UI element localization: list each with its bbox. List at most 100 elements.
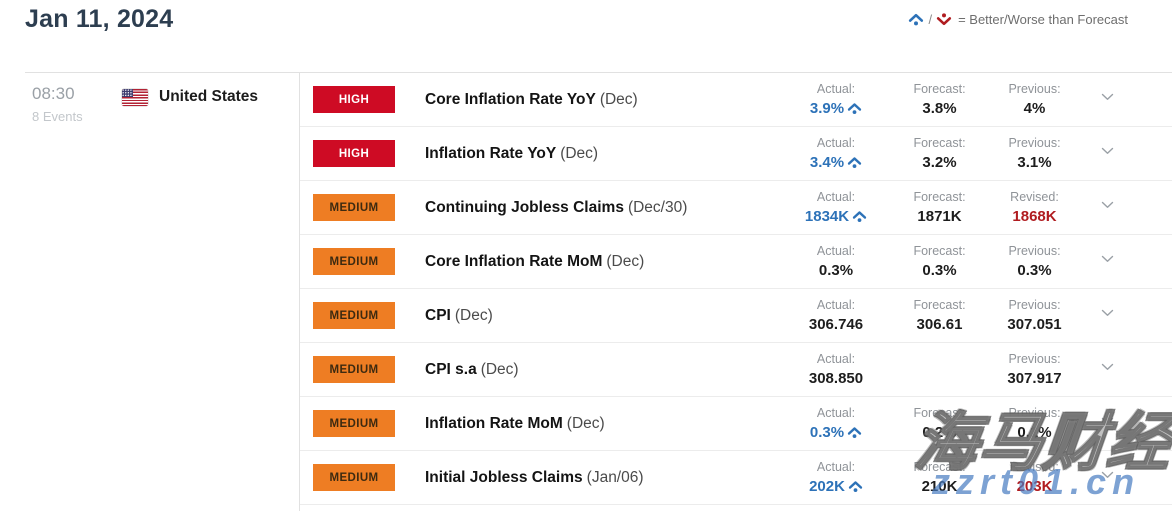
- event-row[interactable]: MEDIUM Initial Jobless Claims (Jan/06) Ac…: [300, 451, 1172, 505]
- actual-label: Actual:: [816, 190, 856, 205]
- legend-label: = Better/Worse than Forecast: [958, 12, 1128, 27]
- event-row[interactable]: MEDIUM CPI s.a (Dec) Actual: 308.850 Previo…: [300, 343, 1172, 397]
- expand-chevron-icon[interactable]: [1082, 309, 1132, 317]
- event-row[interactable]: MEDIUM Inflation Rate MoM (Dec) Actual: 0.…: [300, 397, 1172, 451]
- forecast-cell: [892, 367, 987, 372]
- event-title: Core Inflation Rate YoY: [425, 90, 596, 108]
- better-than-forecast-icon: [851, 210, 867, 223]
- actual-value: 308.850: [808, 369, 864, 387]
- expand-chevron-icon[interactable]: [1082, 255, 1132, 263]
- actual-cell: Actual: 0.3%: [780, 407, 892, 440]
- event-name: CPI (Dec): [425, 307, 780, 325]
- previous-label: Previous:: [1008, 406, 1061, 421]
- better-than-forecast-icon: [846, 102, 862, 115]
- event-row[interactable]: MEDIUM Continuing Jobless Claims (Dec/30)…: [300, 181, 1172, 235]
- actual-value: 3.9%: [810, 101, 862, 116]
- event-row[interactable]: HIGH Core Inflation Rate YoY (Dec) Actual…: [300, 73, 1172, 127]
- actual-value: 0.3%: [810, 425, 862, 440]
- actual-label: Actual:: [816, 244, 856, 259]
- event-row[interactable]: HIGH Inflation Rate YoY (Dec) Actual: 3.4%…: [300, 127, 1172, 181]
- previous-label: Previous:: [1008, 136, 1061, 151]
- previous-cell: Previous: 3.1%: [987, 137, 1082, 170]
- event-period: (Dec): [560, 144, 599, 162]
- us-flag-icon: [122, 88, 148, 106]
- event-period: (Dec): [599, 90, 638, 108]
- previous-label: Revised:: [1010, 460, 1059, 475]
- previous-value: 4%: [1023, 99, 1046, 117]
- actual-label: Actual:: [816, 460, 856, 475]
- forecast-value: 210K: [921, 477, 958, 495]
- previous-label: Revised:: [1010, 190, 1059, 205]
- actual-cell: Actual: 202K: [780, 461, 892, 494]
- session-events-count: 8 Events: [32, 109, 83, 124]
- expand-chevron-icon[interactable]: [1082, 201, 1132, 209]
- forecast-cell: Forecast: 3.8%: [892, 83, 987, 116]
- expand-chevron-icon[interactable]: [1082, 471, 1132, 479]
- actual-cell: Actual: 1834K: [780, 191, 892, 224]
- country-name: United States: [159, 88, 259, 105]
- event-name: CPI s.a (Dec): [425, 361, 780, 379]
- session-time: 08:30: [32, 84, 75, 103]
- event-name: Core Inflation Rate MoM (Dec): [425, 253, 780, 271]
- forecast-label: Forecast:: [913, 406, 966, 421]
- forecast-cell: Forecast: 3.2%: [892, 137, 987, 170]
- actual-label: Actual:: [816, 136, 856, 151]
- previous-cell: Previous: 307.051: [987, 299, 1082, 332]
- previous-cell: Previous: 0.3%: [987, 245, 1082, 278]
- event-title: Initial Jobless Claims: [425, 468, 583, 486]
- actual-value: 306.746: [808, 315, 864, 333]
- page-title: Jan 11, 2024: [25, 5, 174, 33]
- expand-chevron-icon[interactable]: [1082, 363, 1132, 371]
- expand-chevron-icon[interactable]: [1082, 93, 1132, 101]
- expand-chevron-icon[interactable]: [1082, 147, 1132, 155]
- forecast-cell: Forecast: 0.2%: [892, 407, 987, 440]
- forecast-label: Forecast:: [913, 244, 966, 259]
- importance-badge: HIGH: [313, 140, 395, 167]
- event-period: (Dec): [480, 360, 519, 378]
- event-title: Continuing Jobless Claims: [425, 198, 624, 216]
- importance-badge: MEDIUM: [313, 248, 395, 275]
- forecast-value: 1871K: [917, 207, 962, 225]
- actual-value: 202K: [809, 479, 863, 494]
- forecast-cell: Forecast: 1871K: [892, 191, 987, 224]
- event-title: Core Inflation Rate MoM: [425, 252, 603, 270]
- previous-cell: Previous: 0.1%: [987, 407, 1082, 440]
- event-name: Initial Jobless Claims (Jan/06): [425, 469, 780, 487]
- previous-label: Previous:: [1008, 82, 1061, 97]
- expand-chevron-icon[interactable]: [1082, 417, 1132, 425]
- actual-cell: Actual: 3.4%: [780, 137, 892, 170]
- event-period: (Dec): [566, 414, 605, 432]
- previous-value: 307.051: [1007, 315, 1062, 333]
- forecast-cell: Forecast: 0.3%: [892, 245, 987, 278]
- previous-value: 203K: [1016, 477, 1053, 495]
- legend-separator: /: [928, 12, 933, 27]
- event-title: Inflation Rate YoY: [425, 144, 557, 162]
- event-row[interactable]: MEDIUM CPI (Dec) Actual: 306.746 Forecast: 3…: [300, 289, 1172, 343]
- event-row[interactable]: MEDIUM Core Inflation Rate MoM (Dec) Actu…: [300, 235, 1172, 289]
- event-period: (Dec): [606, 252, 645, 270]
- actual-cell: Actual: 306.746: [780, 299, 892, 332]
- event-title: Inflation Rate MoM: [425, 414, 563, 432]
- importance-badge: MEDIUM: [313, 464, 395, 491]
- importance-badge: MEDIUM: [313, 302, 395, 329]
- previous-cell: Revised: 1868K: [987, 191, 1082, 224]
- previous-cell: Revised: 203K: [987, 461, 1082, 494]
- actual-cell: Actual: 308.850: [780, 353, 892, 386]
- forecast-value: 306.61: [916, 315, 963, 333]
- previous-value: 0.3%: [1017, 261, 1052, 279]
- previous-cell: Previous: 4%: [987, 83, 1082, 116]
- worse-than-forecast-icon: [936, 13, 952, 26]
- importance-badge: MEDIUM: [313, 194, 395, 221]
- event-period: (Jan/06): [586, 468, 644, 486]
- session-column: 08:30 8 Events United States: [25, 73, 300, 511]
- forecast-label: Forecast:: [913, 190, 966, 205]
- forecast-label: Forecast:: [913, 136, 966, 151]
- actual-cell: Actual: 3.9%: [780, 83, 892, 116]
- previous-value: 0.1%: [1017, 423, 1052, 441]
- previous-value: 1868K: [1012, 207, 1057, 225]
- forecast-label: Forecast:: [913, 298, 966, 313]
- importance-badge: MEDIUM: [313, 356, 395, 383]
- forecast-value: 3.2%: [922, 153, 957, 171]
- forecast-cell: Forecast: 306.61: [892, 299, 987, 332]
- forecast-label: Forecast:: [913, 82, 966, 97]
